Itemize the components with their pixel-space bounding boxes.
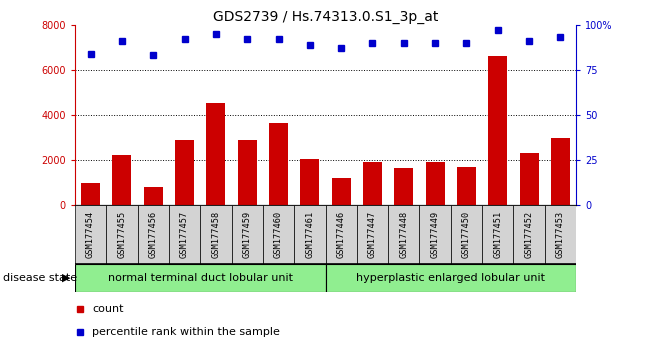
Text: GSM177450: GSM177450 — [462, 211, 471, 258]
Text: GSM177460: GSM177460 — [274, 211, 283, 258]
Bar — [363, 162, 382, 205]
Bar — [395, 168, 413, 205]
Bar — [357, 205, 388, 264]
Text: GSM177454: GSM177454 — [86, 211, 95, 258]
Title: GDS2739 / Hs.74313.0.S1_3p_at: GDS2739 / Hs.74313.0.S1_3p_at — [213, 10, 438, 24]
Text: GSM177451: GSM177451 — [493, 211, 503, 258]
Text: count: count — [92, 304, 124, 314]
Text: percentile rank within the sample: percentile rank within the sample — [92, 327, 281, 337]
Text: GSM177459: GSM177459 — [243, 211, 252, 258]
Bar — [175, 140, 194, 205]
Bar — [144, 187, 163, 205]
Text: GSM177447: GSM177447 — [368, 211, 377, 258]
Text: GSM177458: GSM177458 — [212, 211, 220, 258]
Text: disease state: disease state — [3, 273, 77, 283]
Bar — [232, 205, 263, 264]
Text: GSM177452: GSM177452 — [525, 211, 534, 258]
Bar — [75, 205, 106, 264]
Bar — [551, 138, 570, 205]
Bar — [332, 178, 351, 205]
Text: normal terminal duct lobular unit: normal terminal duct lobular unit — [107, 273, 293, 283]
Bar — [169, 205, 201, 264]
Text: ▶: ▶ — [62, 273, 70, 283]
Text: hyperplastic enlarged lobular unit: hyperplastic enlarged lobular unit — [356, 273, 546, 283]
Bar — [426, 162, 445, 205]
Text: GSM177446: GSM177446 — [337, 211, 346, 258]
Text: GSM177456: GSM177456 — [148, 211, 158, 258]
Bar — [326, 264, 576, 292]
Bar — [519, 153, 538, 205]
Bar — [238, 140, 256, 205]
Text: GSM177448: GSM177448 — [399, 211, 408, 258]
Text: GSM177455: GSM177455 — [117, 211, 126, 258]
Bar — [450, 205, 482, 264]
Bar — [326, 205, 357, 264]
Bar — [81, 183, 100, 205]
Bar — [106, 205, 137, 264]
Bar — [545, 205, 576, 264]
Bar — [137, 205, 169, 264]
Bar — [488, 56, 507, 205]
Bar — [419, 205, 450, 264]
Bar — [206, 103, 225, 205]
Text: GSM177449: GSM177449 — [431, 211, 439, 258]
Text: GSM177453: GSM177453 — [556, 211, 565, 258]
Text: GSM177461: GSM177461 — [305, 211, 314, 258]
Bar — [301, 159, 319, 205]
Bar — [294, 205, 326, 264]
Bar — [263, 205, 294, 264]
Bar — [201, 205, 232, 264]
Bar — [514, 205, 545, 264]
Bar — [269, 123, 288, 205]
Text: GSM177457: GSM177457 — [180, 211, 189, 258]
Bar — [388, 205, 419, 264]
Bar — [75, 264, 326, 292]
Bar — [113, 155, 132, 205]
Bar — [482, 205, 514, 264]
Bar — [457, 167, 476, 205]
